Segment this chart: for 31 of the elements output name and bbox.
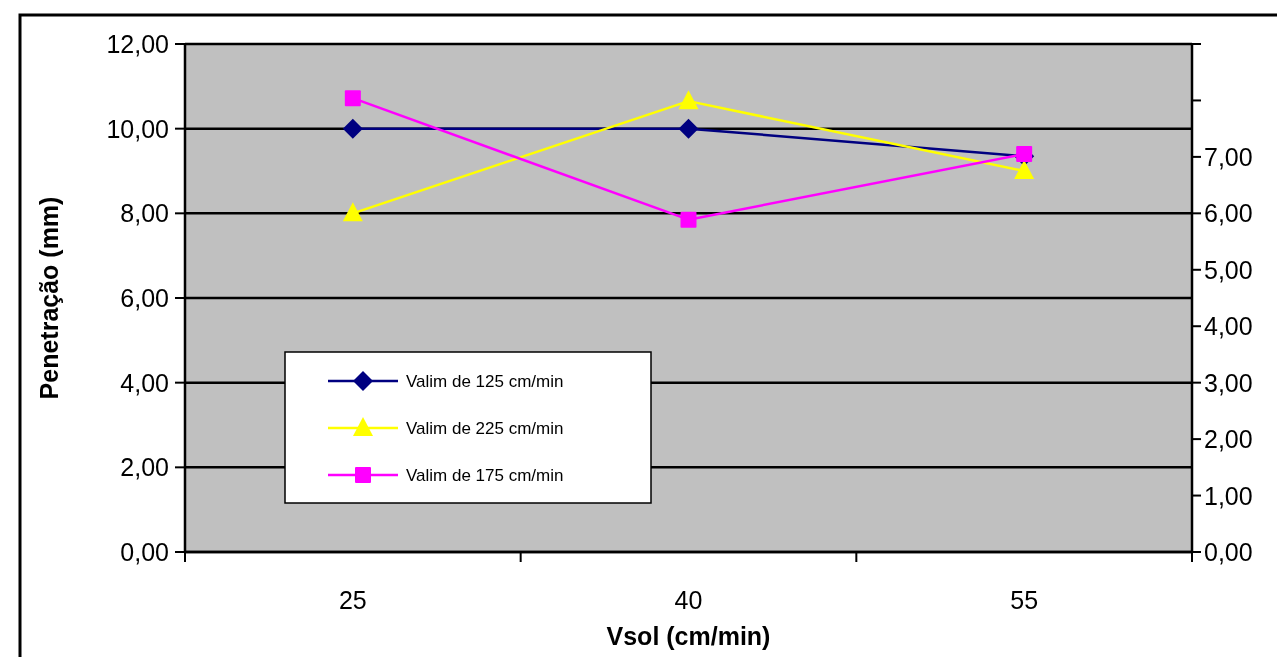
legend-label: Valim de 125 cm/min bbox=[406, 372, 564, 391]
y-axis-title: Penetração (mm) bbox=[35, 196, 63, 400]
y-tick-label: 12,00 bbox=[106, 30, 169, 58]
x-tick-label: 25 bbox=[338, 586, 367, 614]
point bbox=[342, 118, 363, 139]
y2-tick-label: 4,00 bbox=[1204, 312, 1253, 341]
point bbox=[678, 90, 699, 110]
x-tick-label: 55 bbox=[1010, 586, 1039, 614]
y-tick-label: 4,00 bbox=[120, 368, 169, 397]
y2-tick-label: 1,00 bbox=[1204, 481, 1253, 510]
point bbox=[342, 202, 363, 222]
point bbox=[680, 211, 697, 228]
legend-label: Valim de 175 cm/min bbox=[406, 466, 564, 485]
y2-tick-label: 6,00 bbox=[1204, 199, 1253, 228]
point bbox=[1014, 160, 1035, 179]
point bbox=[678, 118, 699, 139]
y2-tick-label: 2,00 bbox=[1204, 425, 1253, 454]
y2-tick-label: 7,00 bbox=[1204, 142, 1253, 171]
y2-tick-label: 0,00 bbox=[1204, 538, 1253, 566]
x-tick-label: 40 bbox=[674, 586, 703, 614]
y-tick-label: 6,00 bbox=[120, 284, 169, 312]
y-tick-label: 0,00 bbox=[120, 538, 169, 566]
y2-tick-label: 5,00 bbox=[1204, 255, 1253, 284]
point bbox=[344, 90, 361, 107]
y-tick-label: 2,00 bbox=[120, 453, 169, 482]
y-tick-label: 8,00 bbox=[120, 199, 169, 228]
x-axis-title: Vsol (cm/min) bbox=[606, 622, 771, 650]
y2-tick-label: 3,00 bbox=[1204, 368, 1253, 397]
legend-label: Valim de 225 cm/min bbox=[406, 419, 564, 438]
point bbox=[1016, 146, 1033, 163]
y-tick-label: 10,00 bbox=[106, 114, 169, 143]
